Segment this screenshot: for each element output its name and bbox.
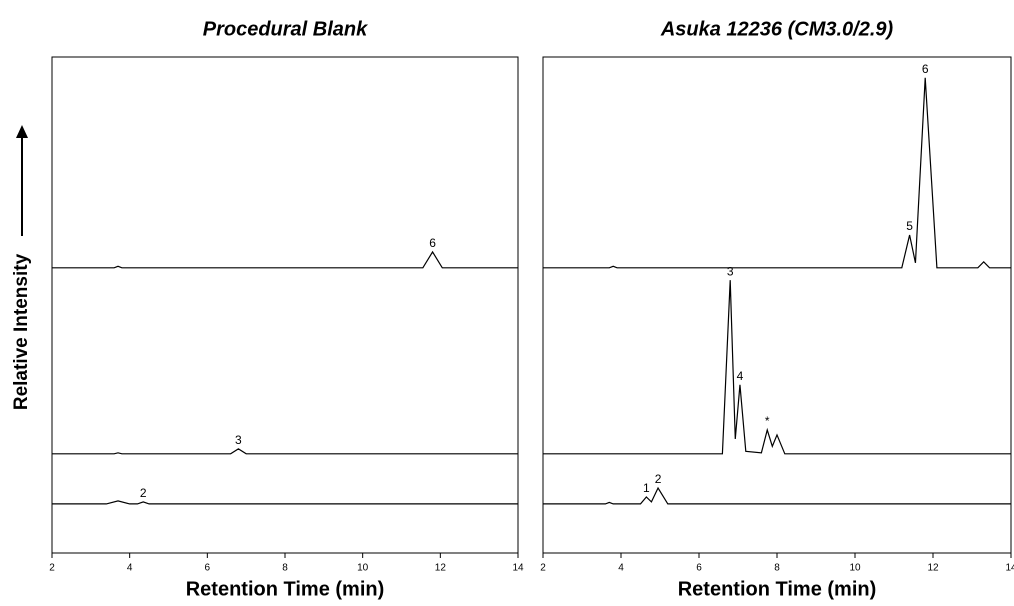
x-axis-label: Retention Time (min) — [678, 578, 877, 600]
x-tick-label: 2 — [49, 563, 55, 574]
trace — [52, 448, 518, 455]
x-tick-label: 6 — [205, 563, 211, 574]
peak-label: 3 — [727, 264, 734, 278]
y-axis-label: Relative Intensity — [11, 253, 32, 410]
plot-frame — [51, 56, 519, 554]
peak-label: 1 — [643, 481, 650, 495]
peak-label: * — [765, 414, 770, 428]
x-tick-label: 6 — [696, 563, 702, 574]
x-tick-label: 8 — [774, 563, 780, 574]
peak-label: 4 — [737, 369, 744, 383]
trace — [52, 500, 518, 505]
peak-label: 6 — [429, 236, 436, 250]
x-tick-label: 10 — [357, 563, 369, 574]
x-tick-label: 14 — [512, 563, 524, 574]
trace — [543, 77, 1011, 269]
trace — [543, 280, 1011, 455]
y-arrow-head — [16, 125, 28, 138]
x-tick-label: 10 — [849, 563, 861, 574]
peak-label: 3 — [235, 433, 242, 447]
peak-label: 2 — [140, 486, 147, 500]
x-tick-label: 2 — [540, 563, 546, 574]
trace — [52, 250, 518, 269]
x-tick-label: 4 — [618, 563, 624, 574]
chart-title: Procedural Blank — [203, 18, 368, 40]
x-axis-label: Retention Time (min) — [186, 578, 385, 600]
peak-label: 6 — [922, 62, 929, 76]
plot-frame — [542, 56, 1012, 554]
chart-title: Asuka 12236 (CM3.0/2.9) — [660, 18, 894, 40]
peak-label: 5 — [906, 219, 913, 233]
x-tick-label: 12 — [927, 563, 939, 574]
x-tick-label: 4 — [127, 563, 133, 574]
peak-label: 2 — [655, 472, 662, 486]
x-tick-label: 14 — [1005, 563, 1014, 574]
x-tick-label: 12 — [435, 563, 447, 574]
trace — [543, 486, 1011, 505]
x-tick-label: 8 — [282, 563, 288, 574]
